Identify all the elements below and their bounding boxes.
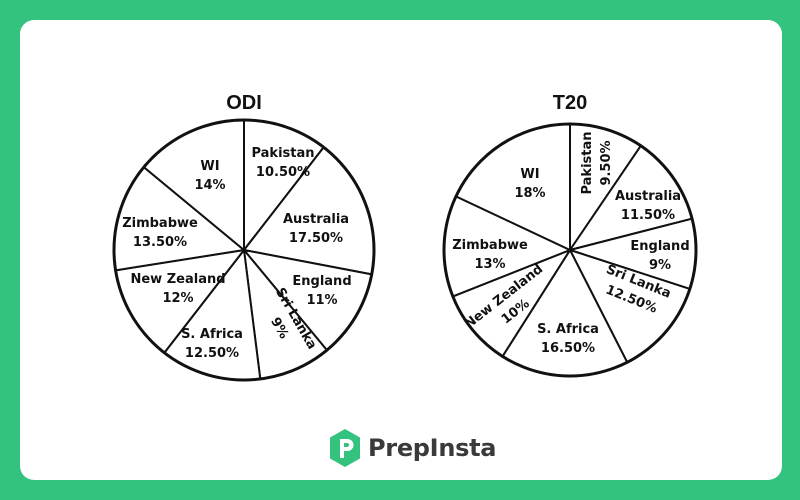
- slice-name: S. Africa: [181, 327, 243, 342]
- t20-pie-outline: [442, 122, 698, 378]
- slice-value: 12%: [162, 291, 193, 306]
- hexagon-logo-icon: [330, 429, 360, 467]
- odi-label-england: England 11%: [292, 274, 351, 308]
- odi-label-s-africa: S. Africa 12.50%: [181, 327, 243, 361]
- slice-name: WI: [520, 167, 539, 182]
- odi-label-wi: WI 14%: [194, 159, 225, 193]
- slice-name: Australia: [615, 189, 681, 204]
- slice-value: 9%: [649, 258, 671, 273]
- slice-name: S. Africa: [537, 322, 599, 337]
- t20-label-australia: Australia 11.50%: [615, 189, 681, 223]
- t20-label-england: England 9%: [630, 239, 689, 273]
- slice-value: 13%: [474, 257, 505, 272]
- slice-value: 9.50%: [599, 140, 614, 185]
- odi-label-new-zealand: New Zealand 12%: [130, 272, 225, 306]
- slice-name: Australia: [283, 212, 349, 227]
- t20-label-zimbabwe: Zimbabwe 13%: [452, 238, 528, 272]
- odi-pie: Pakistan 10.50% Australia 17.50% England 11% S…: [112, 118, 376, 382]
- slice-name: New Zealand: [130, 272, 225, 287]
- t20-chart-title: T20: [553, 92, 587, 114]
- slice-value: 13.50%: [133, 235, 187, 250]
- slice-name: Pakistan: [580, 131, 595, 194]
- slice-name: England: [630, 239, 689, 254]
- slice-name: Pakistan: [251, 146, 314, 161]
- t20-label-s-africa: S. Africa 16.50%: [537, 322, 599, 356]
- odi-label-australia: Australia 17.50%: [283, 212, 349, 246]
- t20-label-pakistan: Pakistan 9.50%: [580, 131, 614, 194]
- odi-pie-outline: [112, 118, 376, 382]
- slice-value: 11.50%: [621, 208, 675, 223]
- slice-name: WI: [200, 159, 219, 174]
- prepinsta-logo: PrepInsta: [328, 428, 496, 468]
- brand-name: PrepInsta: [368, 434, 497, 462]
- slice-value: 18%: [514, 186, 545, 201]
- slice-name: Zimbabwe: [452, 238, 528, 253]
- slice-value: 14%: [194, 178, 225, 193]
- slice-value: 10.50%: [256, 165, 310, 180]
- slice-value: 11%: [306, 293, 337, 308]
- slice-name: England: [292, 274, 351, 289]
- slice-value: 12.50%: [185, 346, 239, 361]
- odi-label-pakistan: Pakistan 10.50%: [251, 146, 314, 180]
- odi-label-zimbabwe: Zimbabwe 13.50%: [122, 216, 198, 250]
- slice-name: Zimbabwe: [122, 216, 198, 231]
- t20-pie: Pakistan 9.50%Australia 11.50%England 9%Sri…: [442, 122, 698, 378]
- slice-value: 16.50%: [541, 341, 595, 356]
- odi-chart-title: ODI: [226, 92, 262, 114]
- slice-value: 17.50%: [289, 231, 343, 246]
- t20-label-wi: WI 18%: [514, 167, 545, 201]
